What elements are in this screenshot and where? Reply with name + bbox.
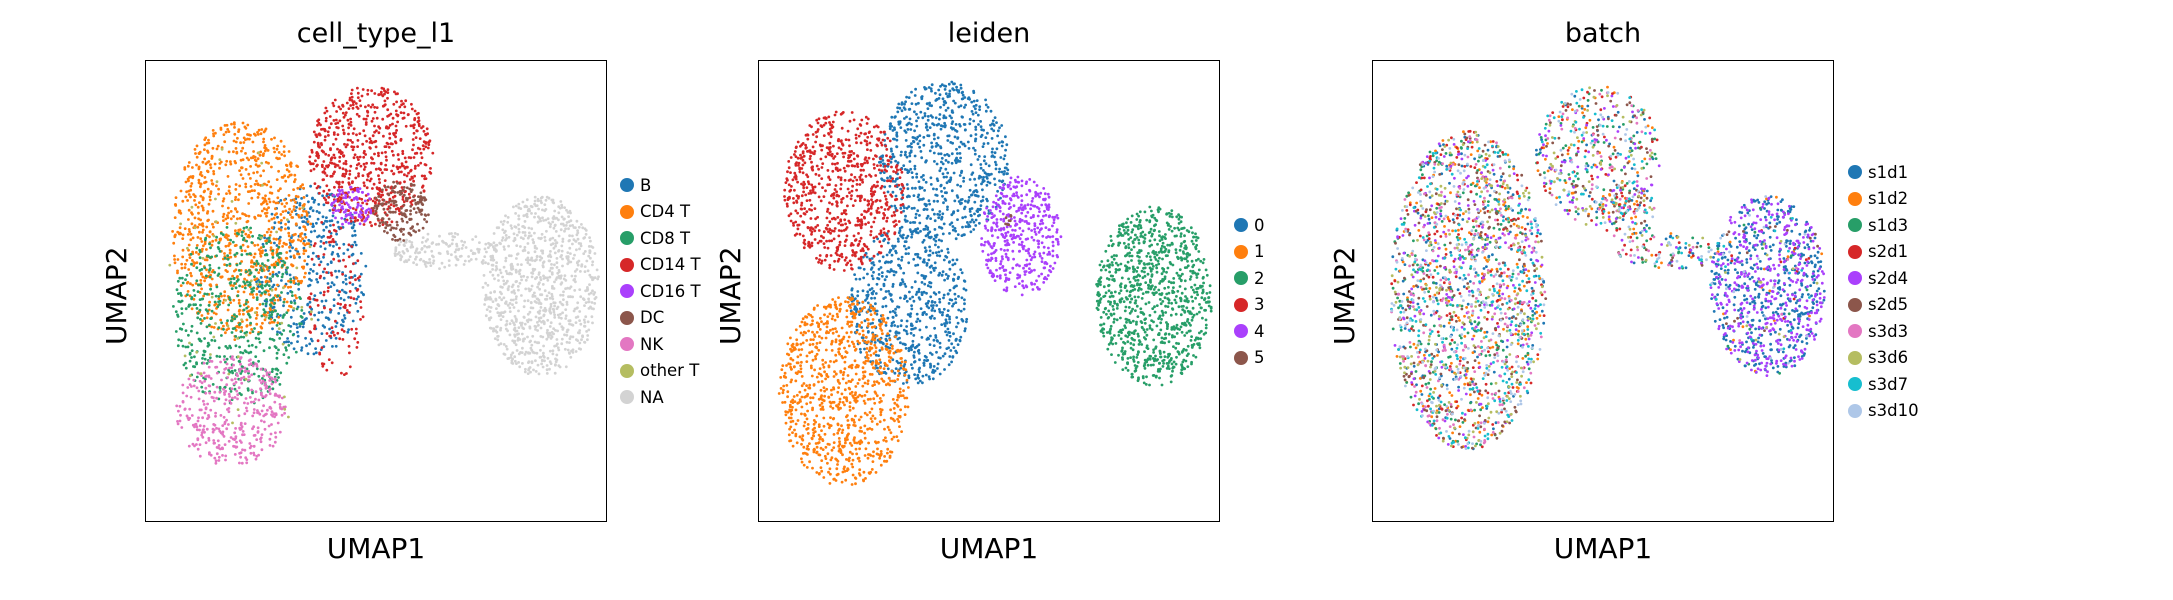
cluster-1 xyxy=(778,296,910,486)
chart-title: leiden xyxy=(758,18,1220,49)
x-axis-label: UMAP1 xyxy=(145,532,607,565)
legend-label: s2d1 xyxy=(1868,242,1908,261)
legend-label: s3d7 xyxy=(1868,375,1908,394)
legend-label: s2d5 xyxy=(1868,295,1908,314)
legend-label: s1d2 xyxy=(1868,189,1908,208)
legend-item: s3d10 xyxy=(1848,398,1919,425)
legend-item: s3d7 xyxy=(1848,371,1919,398)
umap-scatter-svg xyxy=(1373,61,1834,522)
chart-title: cell_type_l1 xyxy=(145,18,607,49)
cluster-na xyxy=(394,196,600,376)
x-axis-label: UMAP1 xyxy=(1372,532,1834,565)
legend-item: s3d3 xyxy=(1848,318,1919,345)
legend-marker xyxy=(1848,351,1862,365)
cluster-4 xyxy=(980,176,1062,297)
scatter-plot-area xyxy=(145,60,607,522)
x-axis-label: UMAP1 xyxy=(758,532,1220,565)
legend-label: s3d3 xyxy=(1868,322,1908,341)
cluster-s2d5 xyxy=(1394,89,1819,449)
scatter-plot-area xyxy=(758,60,1220,522)
legend-item: s2d4 xyxy=(1848,265,1919,292)
legend-marker xyxy=(1848,245,1862,259)
legend-marker xyxy=(1848,324,1862,338)
legend-label: s1d3 xyxy=(1868,216,1908,235)
cluster-2 xyxy=(1095,206,1212,387)
legend-marker xyxy=(1848,218,1862,232)
legend: s1d1 s1d2 s1d3 s2d1 s2d4 s2d5 s3d3 s3d6 s3d7 s3d1… xyxy=(1848,159,1919,424)
umap-scatter-svg xyxy=(759,61,1220,522)
y-axis-label: UMAP2 xyxy=(100,246,133,345)
legend-marker xyxy=(1848,377,1862,391)
y-axis-label: UMAP2 xyxy=(1328,246,1361,345)
umap-scatter-svg xyxy=(146,61,607,522)
y-axis-label: UMAP2 xyxy=(714,246,747,345)
scatter-plot-area xyxy=(1372,60,1834,522)
legend-marker xyxy=(1848,165,1862,179)
legend-marker xyxy=(1848,404,1862,418)
legend-label: s1d1 xyxy=(1868,163,1908,182)
legend-marker xyxy=(1848,298,1862,312)
umap-panel-leiden: leiden UMAP2 UMAP1 0 1 2 3 4 5 xyxy=(612,0,1312,600)
legend-item: s3d6 xyxy=(1848,345,1919,372)
legend-label: s3d10 xyxy=(1868,401,1919,420)
legend-item: s2d5 xyxy=(1848,292,1919,319)
legend-marker xyxy=(1848,271,1862,285)
umap-panel-batch: batch UMAP2 UMAP1 s1d1 s1d2 s1d3 s2d1 s2d4 s2… xyxy=(1226,0,1926,600)
legend-item: s2d1 xyxy=(1848,239,1919,266)
umap-panel-cell-type: cell_type_l1 UMAP2 UMAP1 B CD4 T CD8 T CD14… xyxy=(0,0,700,600)
legend-label: s3d6 xyxy=(1868,348,1908,367)
legend-item: s1d2 xyxy=(1848,186,1919,213)
legend-marker xyxy=(1848,192,1862,206)
legend-item: s1d3 xyxy=(1848,212,1919,239)
legend-label: s2d4 xyxy=(1868,269,1908,288)
chart-title: batch xyxy=(1372,18,1834,49)
legend-item: s1d1 xyxy=(1848,159,1919,186)
